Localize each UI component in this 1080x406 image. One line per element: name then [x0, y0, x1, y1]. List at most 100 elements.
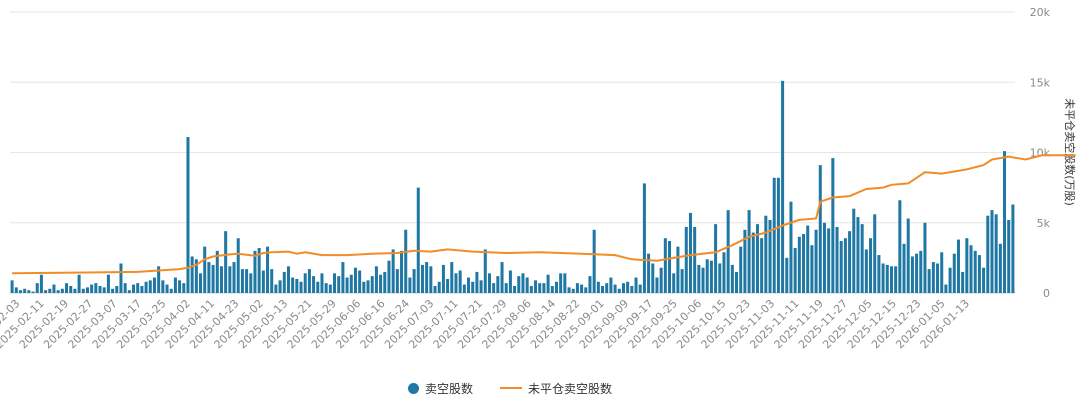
bar	[106, 274, 110, 293]
bar	[580, 284, 584, 293]
bar	[282, 271, 286, 293]
bar	[546, 274, 550, 293]
bar	[60, 288, 64, 293]
bar	[320, 273, 324, 293]
bar	[85, 287, 89, 293]
bar	[894, 266, 898, 293]
bar	[1011, 204, 1015, 293]
bar	[529, 285, 533, 293]
bar	[69, 285, 73, 293]
y-tick-label: 0	[1043, 287, 1050, 300]
legend-label-line: 未平仓卖空股数	[528, 381, 613, 396]
bar	[852, 208, 856, 293]
bar	[496, 276, 500, 293]
legend-item-bars[interactable]: 卖空股数	[408, 378, 473, 398]
bar	[642, 183, 646, 293]
bar	[659, 267, 663, 293]
bar	[630, 285, 634, 293]
bar	[487, 273, 491, 293]
bar	[626, 281, 630, 293]
bar	[785, 257, 789, 293]
bar	[806, 225, 810, 293]
y-tick-label: 5k	[1037, 217, 1051, 230]
bar	[781, 80, 785, 293]
bar	[52, 284, 56, 293]
bar	[291, 277, 295, 293]
bar	[132, 284, 136, 293]
bar	[818, 165, 822, 293]
bar	[848, 231, 852, 293]
bar	[446, 278, 450, 293]
bar	[261, 270, 265, 293]
bar	[328, 284, 332, 293]
bar	[370, 276, 374, 293]
bar	[286, 266, 290, 293]
bar	[986, 215, 990, 293]
bar	[416, 187, 420, 293]
bar	[701, 267, 705, 293]
bar	[207, 262, 211, 293]
bar	[475, 271, 479, 293]
bar	[525, 277, 529, 293]
bar	[383, 271, 387, 293]
bar	[655, 277, 659, 293]
bar	[408, 277, 412, 293]
bar	[312, 276, 316, 293]
bar	[441, 264, 445, 293]
bar	[56, 290, 60, 293]
legend-dot-icon	[408, 382, 419, 394]
bar	[90, 284, 94, 293]
bar	[324, 283, 328, 293]
bar	[605, 283, 609, 293]
bar	[127, 290, 131, 293]
bar	[366, 280, 370, 293]
bar	[802, 233, 806, 293]
bar	[425, 262, 429, 293]
bar	[906, 218, 910, 293]
bar	[923, 222, 927, 293]
bar	[404, 229, 408, 293]
bar	[479, 280, 483, 293]
bar	[178, 280, 182, 293]
bar	[969, 245, 973, 293]
bar	[952, 253, 956, 293]
bar	[534, 280, 538, 293]
bar	[203, 246, 207, 293]
bar	[873, 214, 877, 293]
bar	[266, 246, 270, 293]
bar	[349, 274, 353, 293]
bar	[663, 238, 667, 293]
bar	[182, 283, 186, 293]
bar	[672, 273, 676, 293]
bar	[856, 217, 860, 293]
bar	[219, 266, 223, 293]
bar	[190, 256, 194, 293]
bar	[735, 271, 739, 293]
bar	[412, 269, 416, 293]
bar	[94, 283, 98, 293]
legend-line-icon	[500, 387, 522, 389]
bar	[755, 224, 759, 293]
bar	[638, 284, 642, 293]
bar	[148, 280, 152, 293]
bar	[395, 269, 399, 293]
bar	[835, 226, 839, 293]
bar	[647, 253, 651, 293]
bar	[990, 210, 994, 293]
legend-item-line[interactable]: 未平仓卖空股数	[500, 378, 612, 398]
bar	[651, 263, 655, 293]
bar	[211, 264, 215, 293]
bar	[680, 269, 684, 293]
bar	[919, 250, 923, 293]
bar	[483, 249, 487, 293]
bar	[458, 270, 462, 293]
bar	[609, 277, 613, 293]
bar	[500, 262, 504, 293]
bar	[278, 280, 282, 293]
bar	[688, 212, 692, 293]
bar	[157, 266, 161, 293]
bar	[751, 232, 755, 293]
bar	[48, 288, 52, 293]
bar	[253, 250, 257, 293]
bar	[714, 224, 718, 293]
